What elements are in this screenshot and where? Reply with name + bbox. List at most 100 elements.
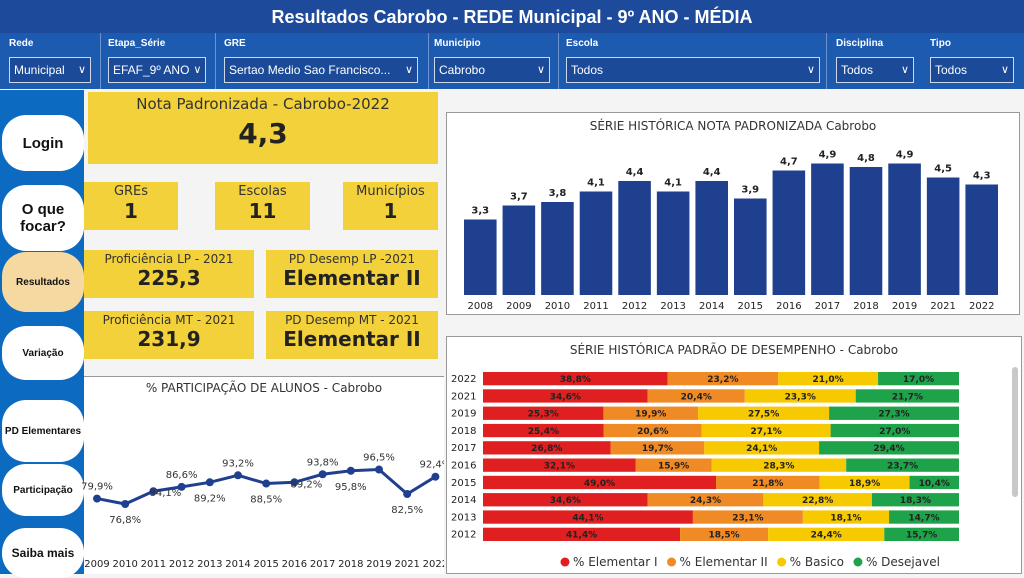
chart-padrao-desempenho: SÉRIE HISTÓRICA PADRÃO DE DESEMPENHO - C… xyxy=(446,336,1022,574)
bar-segment xyxy=(878,372,959,386)
data-label: 4,7 xyxy=(780,157,798,168)
filter-dropdown[interactable]: EFAF_9º ANO ∨ xyxy=(108,57,207,83)
data-label: 18,5% xyxy=(708,531,739,541)
data-label: 15,9% xyxy=(658,462,689,472)
sidebar-item-resultados[interactable]: Resultados xyxy=(2,252,84,312)
data-label: 29,4% xyxy=(873,444,904,454)
bar xyxy=(502,205,536,295)
bar-segment xyxy=(802,510,890,524)
bar-segment xyxy=(846,458,959,472)
bar-segment xyxy=(603,406,699,420)
filter-label: Etapa_Série xyxy=(108,38,166,49)
category-label: 2022 xyxy=(451,374,476,385)
data-label: 18,1% xyxy=(830,513,861,523)
category-label: 2017 xyxy=(451,443,476,454)
chart-title: % PARTICIPAÇÃO DE ALUNOS - Cabrobo xyxy=(145,381,383,395)
data-label: 3,9 xyxy=(741,185,759,196)
bar-segment xyxy=(483,372,668,386)
data-label: 76,8% xyxy=(109,515,141,526)
scrollbar[interactable] xyxy=(1012,367,1018,497)
data-label: 4,1 xyxy=(587,178,605,189)
divider xyxy=(826,33,827,89)
chart-participacao: % PARTICIPAÇÃO DE ALUNOS - Cabrobo 79,9%… xyxy=(81,376,444,574)
data-label: 23,1% xyxy=(732,513,763,523)
data-label: 23,2% xyxy=(707,375,738,385)
card-title: Municípios xyxy=(356,184,425,199)
bar-segment xyxy=(692,510,803,524)
bar-segment xyxy=(744,389,856,403)
data-point xyxy=(431,472,440,481)
category-label: 2013 xyxy=(451,512,476,523)
data-label: 25,3% xyxy=(528,410,559,420)
filter-value: Todos xyxy=(571,63,604,77)
tick-label: 2017 xyxy=(310,559,335,570)
bar-segment xyxy=(647,493,764,507)
sidebar-item-label: Saiba mais xyxy=(11,546,75,560)
tick-label: 2010 xyxy=(545,301,570,312)
data-point xyxy=(403,490,412,499)
bar-segment xyxy=(483,527,681,541)
sidebar-item-label: Login xyxy=(22,134,64,152)
chart-title: SÉRIE HISTÓRICA NOTA PADRONIZADA Cabrobo xyxy=(589,119,877,133)
data-label: 20,4% xyxy=(681,392,712,402)
filter-value: Todos xyxy=(841,63,874,77)
divider xyxy=(558,33,559,89)
filter-municpio: Município Cabrobo ∨ xyxy=(434,33,550,89)
filter-dropdown[interactable]: Cabrobo ∨ xyxy=(434,57,550,83)
filter-label: Escola xyxy=(566,38,599,49)
divider xyxy=(215,33,216,89)
sidebar-item-login[interactable]: Login xyxy=(2,115,84,171)
chevron-down-icon: ∨ xyxy=(1000,64,1009,76)
sidebar-item-label: Variação xyxy=(22,347,64,359)
filter-label: Município xyxy=(434,38,481,49)
tick-label: 2009 xyxy=(506,301,531,312)
legend-marker xyxy=(853,557,863,567)
filter-dropdown[interactable]: Todos ∨ xyxy=(836,57,914,83)
data-point xyxy=(149,487,158,496)
filter-dropdown[interactable]: Todos ∨ xyxy=(930,57,1014,83)
data-point xyxy=(375,465,383,474)
filter-label: Disciplina xyxy=(836,38,884,49)
filter-dropdown[interactable]: Sertao Medio Sao Francisco... ∨ xyxy=(224,57,418,83)
card-title: Proficiência LP - 2021 xyxy=(104,252,234,266)
chart-title: SÉRIE HISTÓRICA PADRÃO DE DESEMPENHO - C… xyxy=(569,343,899,357)
sidebar-item-saiba-mais[interactable]: Saiba mais xyxy=(2,528,84,578)
sidebar-item-participa-o[interactable]: Participação xyxy=(2,464,84,516)
data-label: 3,7 xyxy=(510,192,528,203)
data-label: 93,2% xyxy=(222,458,254,469)
bar xyxy=(618,181,651,295)
bar-segment xyxy=(909,475,959,490)
legend-label: % Elementar II xyxy=(680,555,768,569)
data-label: 93,8% xyxy=(307,457,339,468)
bar xyxy=(772,170,806,295)
filter-dropdown[interactable]: Todos ∨ xyxy=(566,57,820,83)
data-label: 3,8 xyxy=(549,188,567,199)
bar xyxy=(464,219,497,295)
bar-segment xyxy=(610,441,705,455)
tick-label: 2017 xyxy=(815,301,840,312)
tick-label: 2019 xyxy=(892,301,917,312)
bar-segment xyxy=(830,423,959,438)
sidebar-item-pd-elementares[interactable]: PD Elementares xyxy=(2,400,84,462)
bar-segment xyxy=(704,441,820,455)
bar xyxy=(811,163,844,295)
filter-dropdown[interactable]: Municipal ∨ xyxy=(9,57,91,83)
data-label: 18,3% xyxy=(900,496,931,506)
card-gres: GREs 1 xyxy=(84,182,178,230)
bar-segment xyxy=(819,441,959,455)
card-pd-desemp-lp: PD Desemp LP -2021 Elementar II xyxy=(266,250,438,298)
bar-segment xyxy=(483,423,604,438)
legend-label: % Basico xyxy=(790,555,844,569)
data-label: 32,1% xyxy=(544,462,575,472)
data-label: 44,1% xyxy=(572,513,603,523)
bar-segment xyxy=(680,527,769,541)
bar-segment xyxy=(603,423,702,438)
card-nota-padronizada: Nota Padronizada - Cabrobo-2022 4,3 xyxy=(88,92,438,164)
divider xyxy=(428,33,429,89)
sidebar-item-o-que-focar[interactable]: O que focar? xyxy=(2,185,84,251)
data-label: 4,9 xyxy=(819,150,837,161)
sidebar-item-varia-o[interactable]: Variação xyxy=(2,326,84,380)
filter-rede: Rede Municipal ∨ xyxy=(9,33,91,89)
data-label: 14,7% xyxy=(908,513,939,523)
card-value: Elementar II xyxy=(283,266,421,290)
